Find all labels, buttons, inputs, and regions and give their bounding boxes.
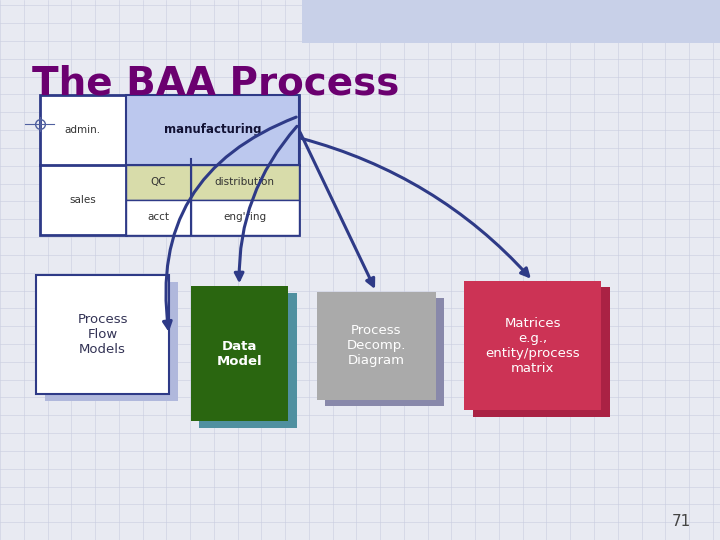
Text: 71: 71	[672, 514, 691, 529]
Bar	[126, 94, 299, 165]
Bar	[473, 287, 610, 417]
Bar	[317, 292, 436, 400]
Bar	[40, 94, 299, 235]
Text: QC: QC	[150, 177, 166, 187]
Bar	[191, 200, 299, 235]
Text: acct: acct	[148, 212, 169, 222]
Text: Matrices
e.g.,
entity/process
matrix: Matrices e.g., entity/process matrix	[485, 316, 580, 375]
Bar	[199, 293, 297, 428]
Bar	[464, 281, 601, 410]
Bar	[126, 165, 191, 200]
Bar	[302, 0, 720, 43]
Text: eng'ring: eng'ring	[223, 212, 266, 222]
Bar	[126, 200, 191, 235]
Bar	[325, 298, 444, 406]
Text: Process
Flow
Models: Process Flow Models	[77, 313, 128, 356]
Bar	[36, 275, 169, 394]
Text: admin.: admin.	[65, 125, 101, 134]
Bar	[191, 286, 288, 421]
Text: The BAA Process: The BAA Process	[32, 65, 400, 103]
Text: Process
Decomp.
Diagram: Process Decomp. Diagram	[346, 324, 406, 367]
Bar	[45, 282, 178, 401]
Text: Data
Model: Data Model	[217, 340, 262, 368]
Text: distribution: distribution	[215, 177, 275, 187]
Bar	[191, 165, 299, 200]
Text: manufacturing: manufacturing	[163, 123, 261, 136]
Text: sales: sales	[69, 195, 96, 205]
